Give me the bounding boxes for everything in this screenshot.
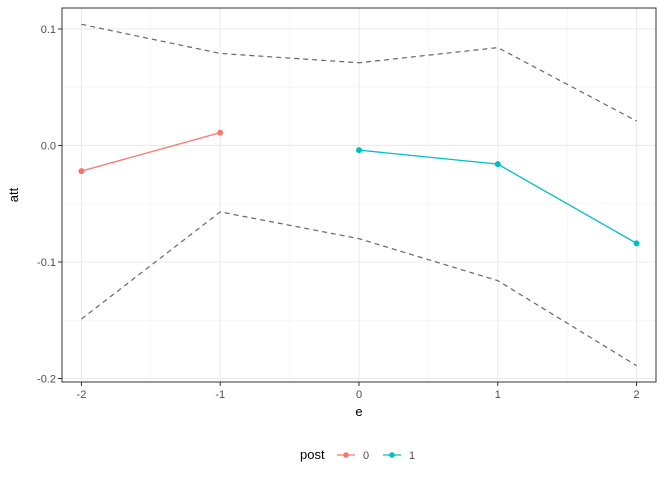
legend-key-1-point (389, 452, 395, 458)
confidence-bands (81, 23, 637, 367)
x-tick-label: 1 (495, 389, 501, 401)
series-1-point (356, 147, 362, 154)
grid (62, 8, 656, 382)
x-tick-label: -2 (77, 389, 87, 401)
x-tick-label: -1 (215, 389, 225, 401)
series-0-line (81, 132, 221, 172)
y-tick-label: -0.1 (37, 257, 56, 269)
series-0-point (78, 168, 85, 175)
x-tick-label: 0 (356, 389, 362, 401)
axis-ticks: -2 -1 0 1 2 0.1 0.0 -0.1 -0.2 (37, 24, 640, 401)
lower-band-line (81, 211, 637, 367)
legend-label-0: 0 (363, 450, 369, 462)
y-axis-title: att (6, 187, 21, 202)
y-tick-label: -0.2 (37, 374, 56, 386)
legend-key-0-point (343, 452, 349, 458)
series-0-point (217, 129, 224, 136)
upper-band-line (81, 23, 637, 122)
legend: post 0 1 (300, 447, 415, 462)
legend-title: post (300, 447, 325, 462)
x-tick-label: 2 (634, 389, 640, 401)
series-1-point (633, 240, 640, 247)
x-axis-title: e (355, 404, 362, 419)
y-tick-label: 0.1 (41, 24, 56, 36)
legend-label-1: 1 (409, 450, 415, 462)
series (78, 129, 640, 247)
y-tick-label: 0.0 (41, 140, 56, 152)
series-1-point (494, 161, 501, 168)
